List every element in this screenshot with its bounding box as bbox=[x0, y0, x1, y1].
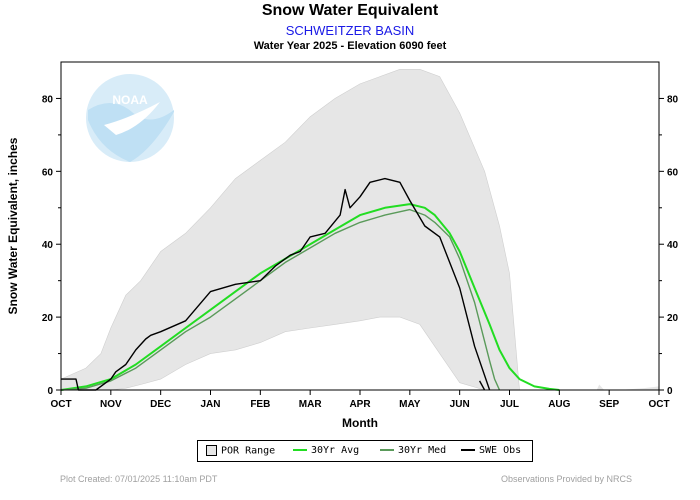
y-tick-label-right: 20 bbox=[667, 313, 679, 324]
y-tick-label-left: 0 bbox=[47, 386, 53, 397]
chart-title: Snow Water Equivalent bbox=[261, 2, 439, 19]
station-name: SCHWEITZER BASIN bbox=[285, 23, 415, 38]
y-tick-label-left: 20 bbox=[42, 313, 54, 324]
legend-item-por: POR Range bbox=[206, 445, 275, 457]
x-tick-label: NOV bbox=[100, 399, 122, 410]
noaa-logo: NOAA bbox=[86, 74, 174, 162]
legend-label-med: 30Yr Med bbox=[398, 445, 447, 456]
x-tick-label: JAN bbox=[200, 399, 220, 410]
x-tick-label: OCT bbox=[50, 399, 71, 410]
x-tick-label: AUG bbox=[548, 399, 570, 410]
y-tick-label-left: 80 bbox=[42, 94, 54, 105]
x-tick-label: APR bbox=[349, 399, 371, 410]
x-tick-label: SEP bbox=[599, 399, 619, 410]
legend-item-avg: 30Yr Avg bbox=[293, 445, 359, 457]
y-tick-label-right: 0 bbox=[667, 386, 673, 397]
med-swatch bbox=[380, 449, 394, 451]
x-tick-label: JUL bbox=[500, 399, 519, 410]
por-range-tail bbox=[619, 386, 659, 390]
legend: POR Range 30Yr Avg 30Yr Med SWE Obs bbox=[197, 440, 533, 462]
x-tick-label: DEC bbox=[150, 399, 171, 410]
x-tick-label: OCT bbox=[648, 399, 669, 410]
series-line-swe-obs-tail bbox=[478, 380, 486, 391]
x-tick-label: MAR bbox=[299, 399, 323, 410]
por-swatch bbox=[206, 445, 217, 456]
y-tick-label-right: 80 bbox=[667, 94, 679, 105]
legend-item-obs: SWE Obs bbox=[461, 445, 521, 457]
series-line-30yr-avg bbox=[60, 203, 560, 391]
observations-provider-note: Observations Provided by NRCS bbox=[500, 474, 632, 484]
y-tick-label-left: 40 bbox=[42, 240, 54, 251]
x-tick-label: MAY bbox=[399, 399, 421, 410]
x-tick-label: FEB bbox=[250, 399, 270, 410]
legend-item-med: 30Yr Med bbox=[380, 445, 446, 457]
avg-swatch bbox=[293, 449, 307, 451]
plot-created-note: Plot Created: 07/01/2025 11:10am PDT bbox=[60, 474, 218, 484]
por-range-blip bbox=[596, 384, 605, 390]
chart-subtitle: Water Year 2025 - Elevation 6090 feet bbox=[253, 40, 447, 52]
x-tick-label: JUN bbox=[450, 399, 470, 410]
legend-label-avg: 30Yr Avg bbox=[311, 445, 360, 456]
logo-bird bbox=[104, 102, 160, 135]
series-line-swe-obs bbox=[61, 177, 491, 391]
y-tick-label-right: 60 bbox=[667, 167, 679, 178]
y-axis-title: Snow Water Equivalent, inches bbox=[6, 137, 20, 314]
x-axis-title: Month bbox=[342, 416, 378, 430]
y-tick-label-left: 60 bbox=[42, 167, 54, 178]
y-tick-label-right: 40 bbox=[667, 240, 679, 251]
obs-swatch bbox=[461, 449, 475, 451]
logo-wave bbox=[88, 102, 174, 162]
series-line-30yr-med bbox=[60, 208, 501, 391]
legend-label-obs: SWE Obs bbox=[479, 445, 522, 456]
logo-text: NOAA bbox=[112, 93, 148, 107]
legend-label-por: POR Range bbox=[221, 445, 276, 457]
